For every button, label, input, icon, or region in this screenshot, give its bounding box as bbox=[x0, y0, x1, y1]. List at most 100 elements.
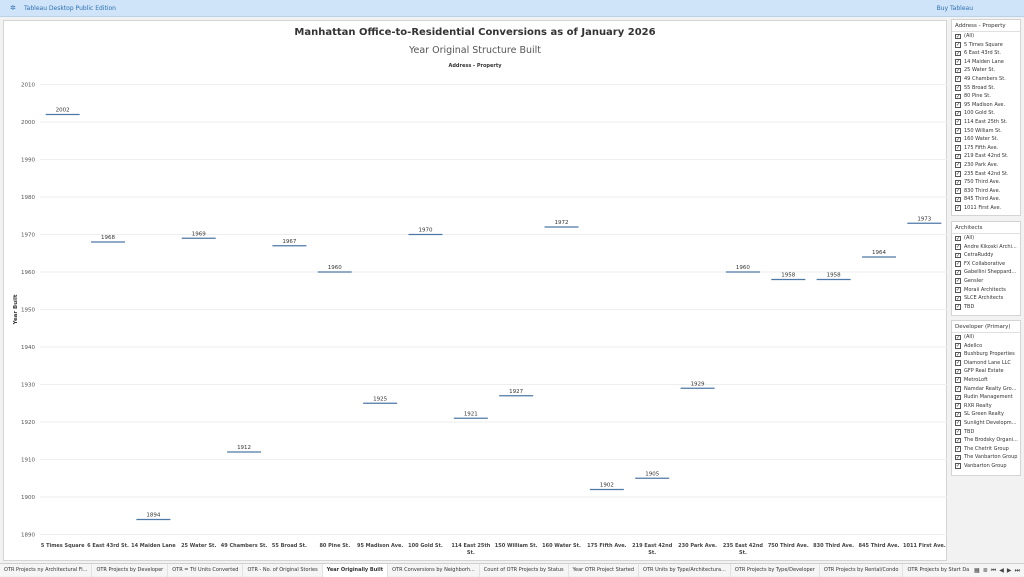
checkbox-checked-icon[interactable]: ✓ bbox=[955, 454, 961, 461]
checkbox-checked-icon[interactable]: ✓ bbox=[955, 205, 961, 212]
checkbox-checked-icon[interactable]: ✓ bbox=[955, 67, 961, 74]
filter-option[interactable]: ✓ 14 Maiden Lane bbox=[952, 58, 1020, 67]
sheet-tab[interactable]: OTR Projects by Developer bbox=[92, 564, 169, 577]
filter-option[interactable]: ✓ 1011 First Ave. bbox=[952, 204, 1020, 213]
checkbox-checked-icon[interactable]: ✓ bbox=[955, 437, 961, 444]
checkbox-checked-icon[interactable]: ✓ bbox=[955, 351, 961, 358]
sheet-tab[interactable]: OTR Units by Type/Architectura... bbox=[639, 564, 731, 577]
sheet-tab[interactable]: OTR Conversions by Neighborh... bbox=[388, 564, 480, 577]
checkbox-checked-icon[interactable]: ✓ bbox=[955, 368, 961, 375]
checkbox-checked-icon[interactable]: ✓ bbox=[955, 76, 961, 83]
sheet-tab[interactable]: Count of OTR Projects by Status bbox=[480, 564, 569, 577]
filter-option[interactable]: ✓ Gensler bbox=[952, 277, 1020, 286]
checkbox-checked-icon[interactable]: ✓ bbox=[955, 420, 961, 427]
filter-option[interactable]: ✓ TBD bbox=[952, 428, 1020, 437]
checkbox-checked-icon[interactable]: ✓ bbox=[955, 304, 961, 311]
checkbox-checked-icon[interactable]: ✓ bbox=[955, 377, 961, 384]
filter-option[interactable]: ✓ Adellco bbox=[952, 342, 1020, 351]
filter-option[interactable]: ✓ The Vanbarton Group bbox=[952, 453, 1020, 462]
next-sheet-icon[interactable]: ▶ bbox=[1006, 567, 1012, 574]
checkbox-checked-icon[interactable]: ✓ bbox=[955, 411, 961, 418]
checkbox-checked-icon[interactable]: ✓ bbox=[955, 145, 961, 152]
filter-option[interactable]: ✓ 160 Water St. bbox=[952, 135, 1020, 144]
filter-option[interactable]: ✓ 95 Madison Ave. bbox=[952, 101, 1020, 110]
filter-option[interactable]: ✓ 100 Gold St. bbox=[952, 109, 1020, 118]
checkbox-checked-icon[interactable]: ✓ bbox=[955, 188, 961, 195]
checkbox-checked-icon[interactable]: ✓ bbox=[955, 235, 961, 242]
checkbox-checked-icon[interactable]: ✓ bbox=[955, 269, 961, 276]
checkbox-checked-icon[interactable]: ✓ bbox=[955, 93, 961, 100]
filter-option[interactable]: ✓ 150 William St. bbox=[952, 127, 1020, 136]
filter-option[interactable]: ✓ 235 East 42nd St. bbox=[952, 170, 1020, 179]
checkbox-checked-icon[interactable]: ✓ bbox=[955, 278, 961, 285]
filter-option[interactable]: ✓ Namdar Realty Gro... bbox=[952, 385, 1020, 394]
filter-option[interactable]: ✓ 219 East 42nd St. bbox=[952, 152, 1020, 161]
sheet-tab[interactable]: OTR Projects by Type/Developer bbox=[731, 564, 820, 577]
sheet-tab[interactable]: OTR Projects by Start Da bbox=[903, 564, 975, 577]
filter-option[interactable]: ✓ TBD bbox=[952, 303, 1020, 312]
checkbox-checked-icon[interactable]: ✓ bbox=[955, 334, 961, 341]
filter-option[interactable]: ✓ Diamond Lane LLC bbox=[952, 359, 1020, 368]
filter-option[interactable]: ✓ Sunlight Developm... bbox=[952, 419, 1020, 428]
filter-option[interactable]: ✓ Andre Kikoski Archi... bbox=[952, 243, 1020, 252]
checkbox-checked-icon[interactable]: ✓ bbox=[955, 42, 961, 49]
prev-sheet-icon[interactable]: ◀ bbox=[999, 567, 1004, 574]
filter-option[interactable]: ✓ SL Green Realty bbox=[952, 410, 1020, 419]
filter-option[interactable]: ✓ 230 Park Ave. bbox=[952, 161, 1020, 170]
checkbox-checked-icon[interactable]: ✓ bbox=[955, 136, 961, 143]
checkbox-checked-icon[interactable]: ✓ bbox=[955, 463, 961, 470]
filter-option[interactable]: ✓ MetroLoft bbox=[952, 376, 1020, 385]
filter-option[interactable]: ✓ Moraii Architects bbox=[952, 286, 1020, 295]
checkbox-checked-icon[interactable]: ✓ bbox=[955, 196, 961, 203]
filter-option[interactable]: ✓ 830 Third Ave. bbox=[952, 187, 1020, 196]
checkbox-checked-icon[interactable]: ✓ bbox=[955, 446, 961, 453]
filter-option[interactable]: ✓ 49 Chambers St. bbox=[952, 75, 1020, 84]
sheet-tab[interactable]: OTR = Ttl Units Converted bbox=[168, 564, 244, 577]
checkbox-checked-icon[interactable]: ✓ bbox=[955, 244, 961, 251]
checkbox-checked-icon[interactable]: ✓ bbox=[955, 153, 961, 160]
checkbox-checked-icon[interactable]: ✓ bbox=[955, 33, 961, 40]
checkbox-checked-icon[interactable]: ✓ bbox=[955, 360, 961, 367]
filter-option[interactable]: ✓ 175 Fifth Ave. bbox=[952, 144, 1020, 153]
filter-option[interactable]: ✓ 6 East 43rd St. bbox=[952, 49, 1020, 58]
filter-option[interactable]: ✓ GFP Real Estate bbox=[952, 367, 1020, 376]
checkbox-checked-icon[interactable]: ✓ bbox=[955, 179, 961, 186]
list-view-icon[interactable]: ≣ bbox=[982, 567, 988, 574]
filter-option[interactable]: ✓ Rudin Management bbox=[952, 393, 1020, 402]
checkbox-checked-icon[interactable]: ✓ bbox=[955, 403, 961, 410]
filter-option[interactable]: ✓ (All) bbox=[952, 234, 1020, 243]
checkbox-checked-icon[interactable]: ✓ bbox=[955, 429, 961, 436]
filter-option[interactable]: ✓ The Chetrit Group bbox=[952, 445, 1020, 454]
checkbox-checked-icon[interactable]: ✓ bbox=[955, 386, 961, 393]
checkbox-checked-icon[interactable]: ✓ bbox=[955, 85, 961, 92]
checkbox-checked-icon[interactable]: ✓ bbox=[955, 110, 961, 117]
filter-option[interactable]: ✓ 5 Times Square bbox=[952, 41, 1020, 50]
first-sheet-icon[interactable]: ⏮ bbox=[990, 566, 997, 574]
checkbox-checked-icon[interactable]: ✓ bbox=[955, 128, 961, 135]
checkbox-checked-icon[interactable]: ✓ bbox=[955, 119, 961, 126]
filter-option[interactable]: ✓ (All) bbox=[952, 333, 1020, 342]
filter-option[interactable]: ✓ Vanbarton Group bbox=[952, 462, 1020, 471]
checkbox-checked-icon[interactable]: ✓ bbox=[955, 59, 961, 66]
filter-option[interactable]: ✓ The Brodsky Organi... bbox=[952, 436, 1020, 445]
filter-option[interactable]: ✓ FX Collaborative bbox=[952, 260, 1020, 269]
buy-tableau-link[interactable]: Buy Tableau bbox=[936, 5, 973, 12]
sheet-tab[interactable]: OTR - No. of Original Stories bbox=[243, 564, 323, 577]
filter-option[interactable]: ✓ 25 Water St. bbox=[952, 66, 1020, 75]
filter-option[interactable]: ✓ Bushburg Properties bbox=[952, 350, 1020, 359]
checkbox-checked-icon[interactable]: ✓ bbox=[955, 261, 961, 268]
sheet-tab[interactable]: OTR Projects by Rental/Condo bbox=[820, 564, 904, 577]
filter-option[interactable]: ✓ 55 Broad St. bbox=[952, 84, 1020, 93]
sheet-tab[interactable]: OTR Projects ny Architectural Fi... bbox=[0, 564, 93, 577]
checkbox-checked-icon[interactable]: ✓ bbox=[955, 171, 961, 177]
checkbox-checked-icon[interactable]: ✓ bbox=[955, 50, 961, 57]
checkbox-checked-icon[interactable]: ✓ bbox=[955, 252, 961, 259]
filter-option[interactable]: ✓ 750 Third Ave. bbox=[952, 178, 1020, 187]
checkbox-checked-icon[interactable]: ✓ bbox=[955, 102, 961, 109]
checkbox-checked-icon[interactable]: ✓ bbox=[955, 343, 961, 350]
filter-option[interactable]: ✓ 845 Third Ave. bbox=[952, 195, 1020, 204]
checkbox-checked-icon[interactable]: ✓ bbox=[955, 295, 961, 302]
filter-option[interactable]: ✓ Gabellini Sheppard... bbox=[952, 268, 1020, 277]
filter-option[interactable]: ✓ (All) bbox=[952, 32, 1020, 41]
checkbox-checked-icon[interactable]: ✓ bbox=[955, 162, 961, 169]
